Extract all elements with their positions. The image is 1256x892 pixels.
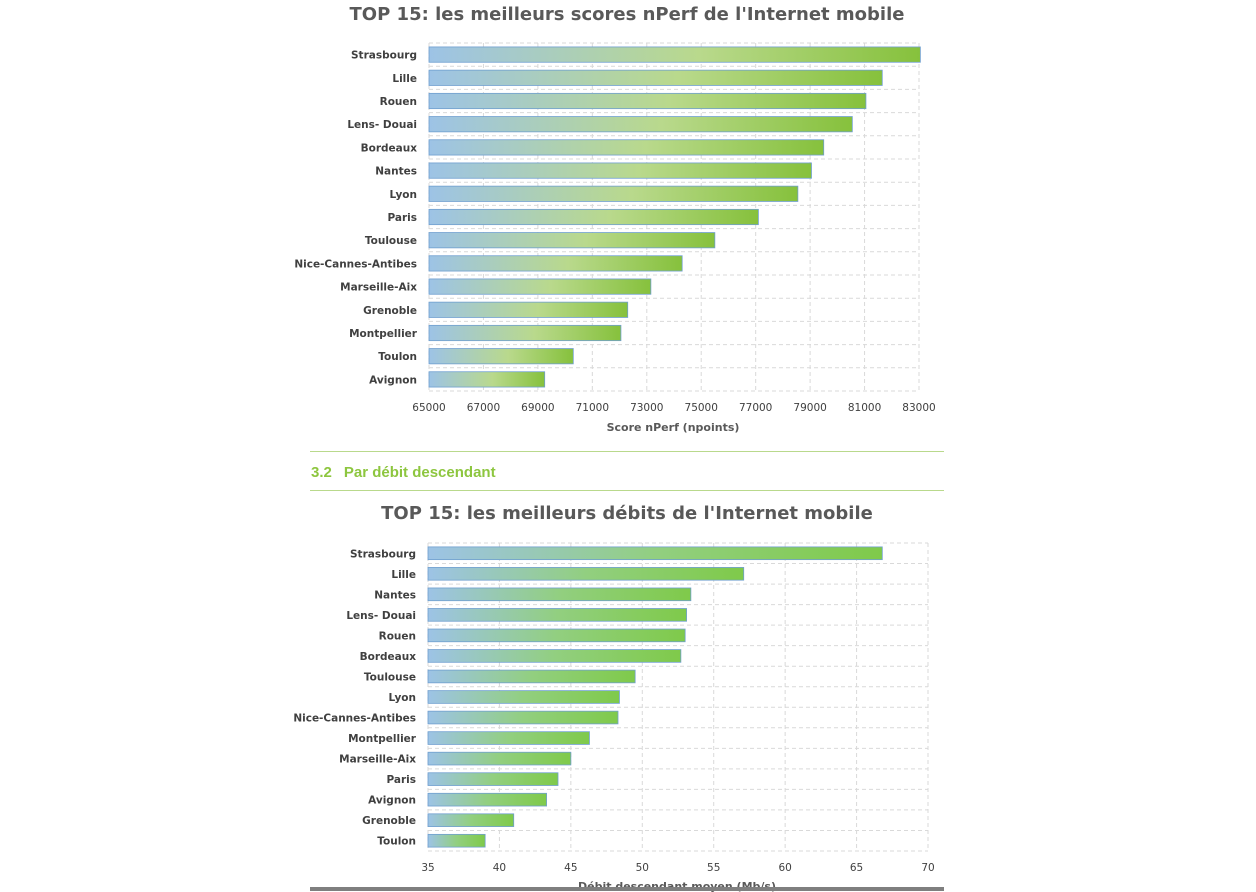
x-tick-label: 83000: [902, 402, 935, 414]
bar-rouen: [428, 92, 867, 110]
category-label: Toulouse: [364, 671, 416, 683]
x-tick-label: 67000: [467, 402, 500, 414]
x-tick-label: 81000: [848, 402, 881, 414]
category-label: Paris: [386, 774, 416, 786]
category-label: Rouen: [379, 630, 416, 642]
section-top-rule: [310, 451, 944, 452]
bar-toulon: [427, 833, 486, 848]
category-label: Toulouse: [365, 235, 417, 247]
x-tick-label: 35: [421, 862, 434, 874]
bar-montpellier: [427, 731, 590, 745]
section-bottom-rule: [310, 490, 944, 491]
x-tick-label: 79000: [793, 402, 826, 414]
category-label: Avignon: [369, 374, 417, 386]
category-label: Nantes: [375, 166, 417, 178]
x-tick-label: 50: [636, 862, 649, 874]
category-label: Toulon: [377, 836, 416, 848]
x-tick-label: 70: [921, 862, 934, 874]
bar-lyon: [428, 185, 799, 202]
category-label: Grenoble: [363, 305, 417, 317]
bar-marseille-aix: [427, 751, 572, 766]
x-tick-label: 45: [564, 862, 577, 874]
category-label: Lens- Douai: [347, 119, 417, 131]
bar-grenoble: [427, 813, 515, 827]
x-tick-label: 65000: [412, 402, 445, 414]
category-label: Nantes: [374, 589, 416, 601]
bar-lyon: [427, 690, 620, 704]
bar-strasbourg: [428, 46, 921, 63]
category-label: Paris: [387, 212, 417, 224]
category-label: Grenoble: [362, 815, 416, 827]
x-tick-label: 55: [707, 862, 720, 874]
category-label: Bordeaux: [360, 651, 417, 663]
bar-nice-cannes-antibes: [428, 255, 683, 272]
x-tick-label: 75000: [685, 402, 718, 414]
bar-toulouse: [427, 669, 636, 684]
bar-lens-douai: [427, 608, 687, 622]
x-tick-label: 40: [493, 862, 506, 874]
x-tick-label: 71000: [576, 402, 609, 414]
bar-nantes: [428, 162, 812, 179]
category-label: Nice-Cannes-Antibes: [293, 713, 416, 725]
bar-grenoble: [428, 301, 629, 318]
section-title: Par débit descendant: [343, 464, 496, 481]
category-label: Lens- Douai: [346, 610, 416, 622]
category-label: Lille: [391, 569, 416, 581]
category-label: Bordeaux: [361, 142, 418, 154]
category-label: Toulon: [378, 351, 417, 363]
category-label: Lyon: [388, 692, 416, 704]
bar-paris: [428, 208, 759, 226]
bar-rouen: [427, 628, 686, 643]
chart2-title: TOP 15: les meilleurs débits de l'Intern…: [381, 503, 873, 524]
category-label: Strasbourg: [350, 548, 416, 560]
bar-lille: [427, 567, 745, 581]
category-label: Marseille-Aix: [340, 282, 417, 294]
category-label: Montpellier: [349, 328, 418, 340]
section-number: 3.2: [311, 464, 332, 481]
category-label: Montpellier: [348, 733, 417, 745]
x-tick-label: 60: [778, 862, 791, 874]
x-tick-label: 77000: [739, 402, 772, 414]
bar-toulouse: [428, 232, 716, 249]
category-label: Marseille-Aix: [339, 754, 416, 766]
bar-marseille-aix: [428, 278, 652, 295]
category-label: Lyon: [389, 189, 417, 201]
bar-montpellier: [428, 324, 622, 342]
bar-nantes: [427, 587, 692, 602]
x-tick-label: 73000: [630, 402, 663, 414]
category-label: Lille: [392, 73, 417, 85]
x-tick-label: 69000: [521, 402, 554, 414]
section-heading[interactable]: 3.2 Par débit descendant: [311, 464, 496, 481]
category-label: Rouen: [380, 96, 417, 108]
chart1-x-axis-label: Score nPerf (npoints): [607, 421, 740, 434]
bar-lille: [428, 69, 883, 86]
bar-avignon: [428, 371, 546, 388]
category-label: Avignon: [368, 795, 416, 807]
bar-avignon: [427, 792, 547, 807]
bar-lens-douai: [428, 116, 853, 133]
category-label: Nice-Cannes-Antibes: [294, 258, 417, 270]
bar-bordeaux: [427, 649, 682, 663]
bar-nice-cannes-antibes: [427, 710, 619, 725]
page-bottom-rule: [310, 887, 944, 891]
bar-toulon: [428, 348, 574, 365]
x-tick-label: 65: [850, 862, 863, 874]
bar-paris: [427, 772, 559, 786]
category-label: Strasbourg: [351, 50, 417, 62]
bar-bordeaux: [428, 139, 825, 156]
chart1-title: TOP 15: les meilleurs scores nPerf de l'…: [349, 4, 905, 25]
bar-strasbourg: [427, 546, 883, 561]
